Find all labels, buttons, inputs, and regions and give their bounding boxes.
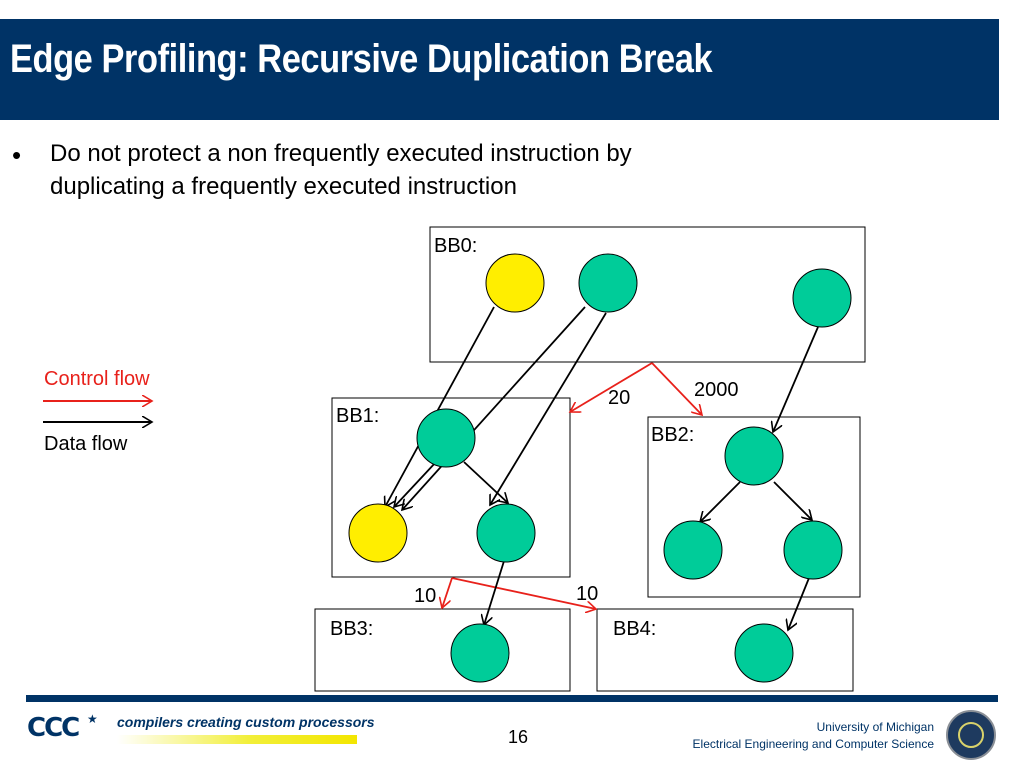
instruction-node-frequent <box>578 253 638 313</box>
data-edge-bb2-top-to-left <box>700 481 741 522</box>
block-bb0-label: BB0: <box>434 235 477 257</box>
bullet-marker: • <box>12 140 22 170</box>
instruction-node-frequent <box>663 520 723 580</box>
instruction-node-frequent <box>476 503 536 563</box>
instruction-node-frequent <box>734 623 794 683</box>
data-edge-green-bb0-to-green-bb1 <box>490 312 607 505</box>
seal-ring <box>958 722 984 748</box>
title-bar <box>0 19 999 120</box>
instruction-node-frequent <box>450 623 510 683</box>
data-edge-bb1-green-to-bb3 <box>484 560 505 625</box>
edge-weight-bb0-bb2: 2000 <box>694 379 739 401</box>
block-bb4 <box>596 608 854 692</box>
control-edge-bb1-bb4 <box>451 577 596 609</box>
bullet-text-line-2: duplicating a frequently executed instru… <box>50 173 517 200</box>
edge-weight-bb0-bb1: 20 <box>608 387 630 409</box>
edge-weight-bb1-bb3: 10 <box>414 585 436 607</box>
slide-title: Edge Profiling: Recursive Duplication Br… <box>10 37 713 81</box>
data-edge-bb2-top-to-right <box>773 481 812 520</box>
university-seal-icon <box>946 710 996 760</box>
instruction-node-frequent <box>792 268 852 328</box>
data-edge-bb1-top-to-yellow <box>394 461 437 507</box>
footer-rule <box>26 695 998 702</box>
control-edge-bb0-bb1 <box>570 362 653 412</box>
block-bb4-label: BB4: <box>613 618 656 640</box>
block-bb1-label: BB1: <box>336 405 379 427</box>
legend-control-flow-label: Control flow <box>44 368 150 390</box>
data-edge-green-bb0-to-yellow-bb1 <box>402 306 586 510</box>
data-edge-bb2-right-to-bb4 <box>788 577 810 630</box>
data-edge-bb1-top-to-green <box>463 461 508 503</box>
tagline-highlight <box>117 735 357 744</box>
instruction-node-infrequent <box>348 503 408 563</box>
university-name: University of Michigan <box>816 720 934 734</box>
footer-affiliation: University of Michigan Electrical Engine… <box>693 719 934 753</box>
page-number: 16 <box>508 727 529 747</box>
data-edge-bb0-right-to-bb2 <box>773 326 819 432</box>
ccc-logo: CCC <box>27 713 80 743</box>
block-bb2-label: BB2: <box>651 424 694 446</box>
legend-data-flow-label: Data flow <box>44 433 128 455</box>
footer-tagline: compilers creating custom processors <box>117 714 375 730</box>
bullet-text-line-1: Do not protect a non frequently executed… <box>50 140 632 167</box>
department-name: Electrical Engineering and Computer Scie… <box>692 737 934 751</box>
instruction-node-infrequent <box>485 253 545 313</box>
block-bb3-label: BB3: <box>330 618 373 640</box>
control-edge-bb0-bb2 <box>651 362 702 415</box>
block-bb3 <box>314 608 571 692</box>
instruction-node-frequent <box>724 426 784 486</box>
data-edge-yellow-bb0-to-yellow-bb1 <box>385 306 495 507</box>
instruction-node-frequent <box>416 408 476 468</box>
control-edge-bb1-bb3 <box>442 577 453 608</box>
star-icon: ★ <box>87 712 98 726</box>
instruction-node-frequent <box>783 520 843 580</box>
edge-weight-bb1-bb4: 10 <box>576 583 598 605</box>
